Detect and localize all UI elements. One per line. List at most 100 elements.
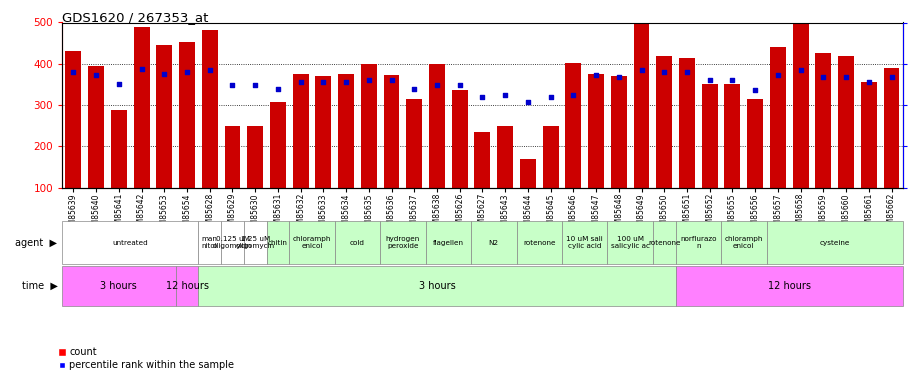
Bar: [270, 102, 285, 188]
Point: [316, 79, 331, 85]
Legend: count, percentile rank within the sample: count, percentile rank within the sample: [57, 347, 234, 370]
Bar: [66, 51, 81, 188]
Point: [679, 69, 693, 75]
Point: [520, 99, 535, 105]
Text: flagellen: flagellen: [433, 240, 464, 246]
Point: [793, 68, 807, 74]
Text: time  ▶: time ▶: [22, 281, 57, 291]
Bar: [883, 68, 898, 188]
Bar: [425, 221, 471, 264]
Text: 3 hours: 3 hours: [100, 281, 137, 291]
Bar: [201, 30, 218, 188]
Point: [361, 77, 375, 83]
Point: [543, 94, 558, 100]
Point: [884, 74, 898, 80]
Point: [248, 82, 262, 88]
Bar: [679, 58, 694, 188]
Bar: [406, 99, 422, 188]
Text: rotenone: rotenone: [522, 240, 555, 246]
Point: [179, 69, 194, 75]
Point: [338, 79, 353, 85]
Text: 0.125 uM
oligomycin: 0.125 uM oligomycin: [212, 236, 251, 249]
Bar: [607, 221, 652, 264]
Text: 12 hours: 12 hours: [767, 281, 810, 291]
Bar: [380, 221, 425, 264]
Bar: [633, 24, 649, 188]
Bar: [62, 221, 199, 264]
Bar: [565, 63, 580, 188]
Bar: [723, 84, 740, 188]
Bar: [792, 24, 808, 188]
Bar: [220, 221, 243, 264]
Text: agent  ▶: agent ▶: [15, 238, 57, 248]
Bar: [384, 75, 399, 188]
Point: [861, 79, 875, 85]
Point: [384, 77, 398, 83]
Bar: [701, 84, 717, 188]
Bar: [769, 47, 785, 188]
Point: [406, 86, 421, 92]
Point: [475, 94, 489, 100]
Bar: [588, 74, 603, 188]
Text: N2: N2: [488, 240, 498, 246]
Point: [566, 92, 580, 98]
Bar: [292, 74, 308, 188]
Bar: [474, 132, 490, 188]
Point: [271, 86, 285, 92]
Bar: [62, 266, 176, 306]
Point: [157, 70, 171, 76]
Text: 3 hours: 3 hours: [418, 281, 455, 291]
Bar: [496, 126, 513, 188]
Bar: [428, 64, 445, 188]
Bar: [765, 221, 902, 264]
Bar: [224, 126, 241, 188]
Bar: [721, 221, 765, 264]
Bar: [199, 221, 220, 264]
Point: [815, 74, 830, 80]
Text: cysteine: cysteine: [819, 240, 849, 246]
Text: norflurazo
n: norflurazo n: [680, 236, 716, 249]
Bar: [561, 221, 607, 264]
Bar: [361, 64, 376, 188]
Bar: [156, 45, 172, 188]
Point: [452, 82, 466, 88]
Bar: [247, 126, 263, 188]
Text: rotenone: rotenone: [648, 240, 680, 246]
Bar: [88, 66, 104, 188]
Point: [656, 69, 670, 75]
Text: chitin: chitin: [268, 240, 288, 246]
Point: [724, 77, 739, 83]
Point: [134, 66, 148, 72]
Bar: [451, 90, 467, 188]
Point: [701, 77, 716, 83]
Point: [611, 74, 626, 80]
Text: chloramph
enicol: chloramph enicol: [724, 236, 763, 249]
Point: [429, 82, 444, 88]
Bar: [176, 266, 199, 306]
Text: 100 uM
salicylic ac: 100 uM salicylic ac: [610, 236, 649, 249]
Bar: [111, 110, 127, 188]
Bar: [652, 221, 675, 264]
Point: [589, 72, 603, 78]
Bar: [519, 159, 536, 188]
Text: GDS1620 / 267353_at: GDS1620 / 267353_at: [62, 11, 208, 24]
Point: [66, 69, 80, 75]
Text: hydrogen
peroxide: hydrogen peroxide: [385, 236, 420, 249]
Point: [88, 72, 103, 78]
Bar: [179, 42, 195, 188]
Text: 1.25 uM
oligomycin: 1.25 uM oligomycin: [235, 236, 274, 249]
Point: [293, 79, 308, 85]
Bar: [542, 126, 558, 188]
Bar: [675, 221, 721, 264]
Bar: [315, 76, 331, 188]
Point: [633, 68, 648, 74]
Bar: [243, 221, 266, 264]
Bar: [814, 53, 831, 188]
Point: [770, 72, 784, 78]
Bar: [266, 221, 289, 264]
Bar: [516, 221, 561, 264]
Bar: [334, 221, 380, 264]
Bar: [338, 74, 353, 188]
Text: 12 hours: 12 hours: [165, 281, 209, 291]
Bar: [746, 99, 763, 188]
